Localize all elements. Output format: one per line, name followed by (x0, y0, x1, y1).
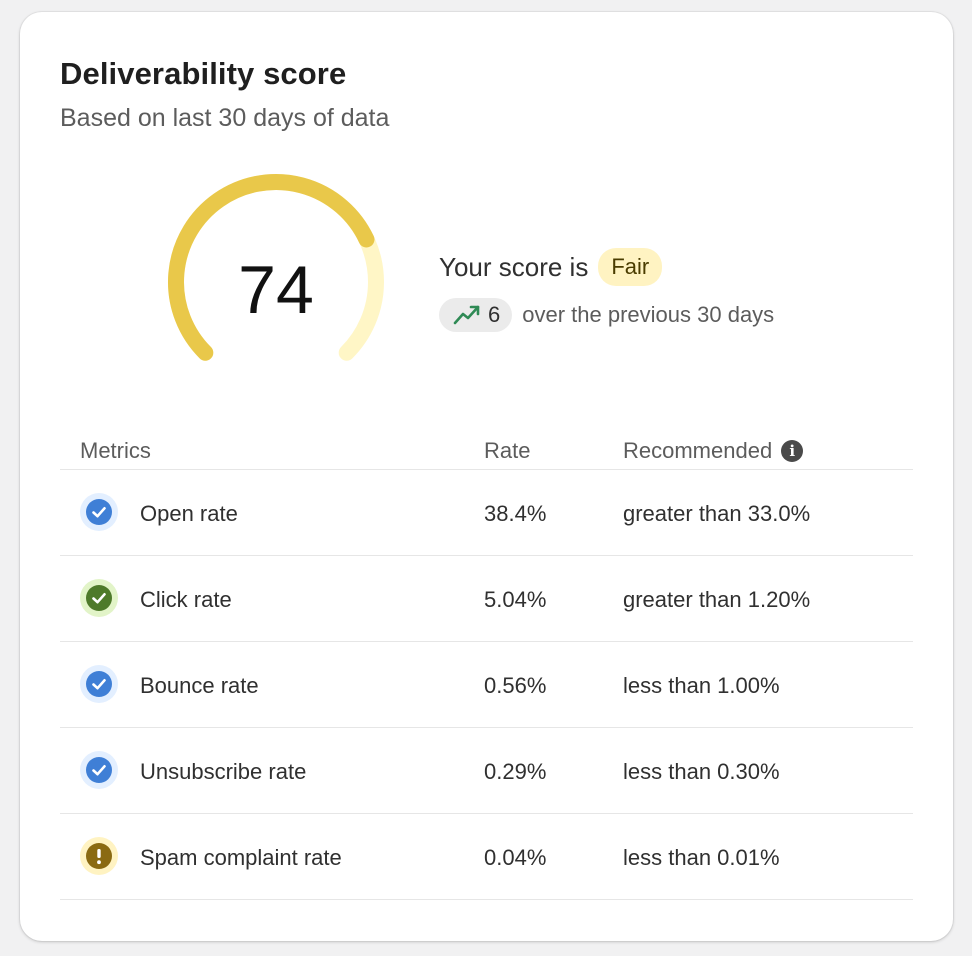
header-recommended: Recommended i (623, 438, 804, 464)
trend-value: 6 (488, 302, 501, 327)
score-value: 74 (238, 252, 314, 328)
table-row: Unsubscribe rate 0.29% less than 0.30% (60, 728, 913, 814)
checkmark-circle-icon (80, 493, 118, 531)
table-row: Bounce rate 0.56% less than 1.00% (60, 642, 913, 728)
table-row: Open rate 38.4% greater than 33.0% (60, 470, 913, 556)
metric-rate: 0.29% (484, 759, 547, 784)
deliverability-card: Deliverability score Based on last 30 da… (20, 12, 953, 941)
metric-name: Click rate (140, 587, 232, 612)
metric-rate: 0.56% (484, 673, 547, 698)
trend-text: over the previous 30 days (522, 302, 775, 327)
rating-badge: Fair (598, 248, 663, 286)
info-icon[interactable]: i (781, 440, 804, 462)
metric-recommended: greater than 33.0% (623, 501, 811, 526)
metric-recommended: less than 0.30% (623, 759, 780, 784)
metric-rate: 5.04% (484, 587, 547, 612)
metric-name: Open rate (140, 501, 238, 526)
table-body: Open rate 38.4% greater than 33.0% Click ra… (60, 470, 913, 900)
metric-recommended: greater than 1.20% (623, 587, 811, 612)
header-recommended-label: Recommended (623, 438, 773, 463)
checkmark-circle-icon (80, 751, 118, 789)
score-prefix: Your score is (439, 251, 589, 282)
card-subtitle: Based on last 30 days of data (60, 104, 390, 132)
metric-recommended: less than 1.00% (623, 673, 780, 698)
card-title: Deliverability score (60, 56, 347, 91)
score-gauge: 74 (156, 172, 396, 392)
trend-badge: 6 (439, 298, 513, 332)
trend-summary: 6 over the previous 30 days (439, 298, 774, 332)
table-row: Click rate 5.04% greater than 1.20% (60, 556, 913, 642)
warning-icon (80, 837, 118, 875)
metrics-table: Metrics Rate Recommended i Open rate 38.4… (60, 416, 913, 900)
metric-rate: 38.4% (484, 501, 547, 526)
table-header: Metrics Rate Recommended i (60, 416, 913, 470)
gauge-fill (168, 174, 375, 361)
metric-name: Bounce rate (140, 673, 259, 698)
metric-rate: 0.04% (484, 845, 547, 870)
checkmark-circle-icon (80, 665, 118, 703)
metric-name: Spam complaint rate (140, 845, 342, 870)
header-rate: Rate (484, 438, 531, 463)
header-metrics: Metrics (80, 438, 151, 463)
metric-name: Unsubscribe rate (140, 759, 307, 784)
table-row: Spam complaint rate 0.04% less than 0.01% (60, 814, 913, 900)
metric-recommended: less than 0.01% (623, 845, 780, 870)
score-summary: Your score is Fair (439, 248, 663, 286)
trending-up-icon (453, 305, 480, 325)
checkmark-circle-icon (80, 579, 118, 617)
